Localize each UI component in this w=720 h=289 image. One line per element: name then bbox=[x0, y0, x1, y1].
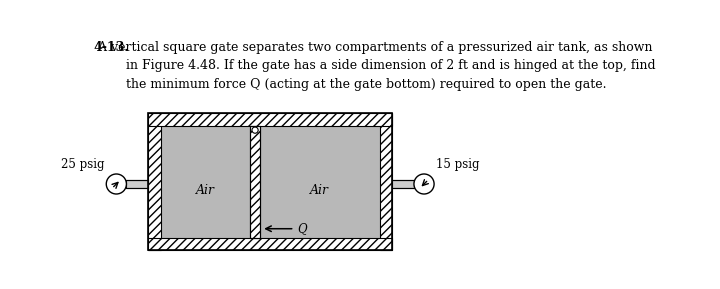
Text: Q: Q bbox=[297, 222, 307, 235]
Circle shape bbox=[107, 174, 127, 194]
Text: A vertical square gate separates two compartments of a pressurized air tank, as : A vertical square gate separates two com… bbox=[94, 41, 655, 91]
Text: 25 psig: 25 psig bbox=[61, 158, 104, 171]
Circle shape bbox=[414, 174, 434, 194]
Text: 4-13.: 4-13. bbox=[94, 41, 130, 54]
Bar bbox=[127, 180, 148, 188]
Bar bbox=[148, 113, 161, 250]
Bar bbox=[148, 113, 392, 125]
Text: Air: Air bbox=[310, 184, 329, 197]
Bar bbox=[380, 113, 392, 250]
Text: Air: Air bbox=[196, 184, 215, 197]
Bar bbox=[251, 125, 260, 238]
Bar bbox=[148, 113, 392, 250]
Circle shape bbox=[252, 127, 258, 133]
Bar bbox=[392, 180, 414, 188]
Text: 15 psig: 15 psig bbox=[436, 158, 479, 171]
Bar bbox=[251, 125, 260, 238]
Bar bbox=[148, 238, 392, 250]
Bar bbox=[161, 125, 380, 238]
